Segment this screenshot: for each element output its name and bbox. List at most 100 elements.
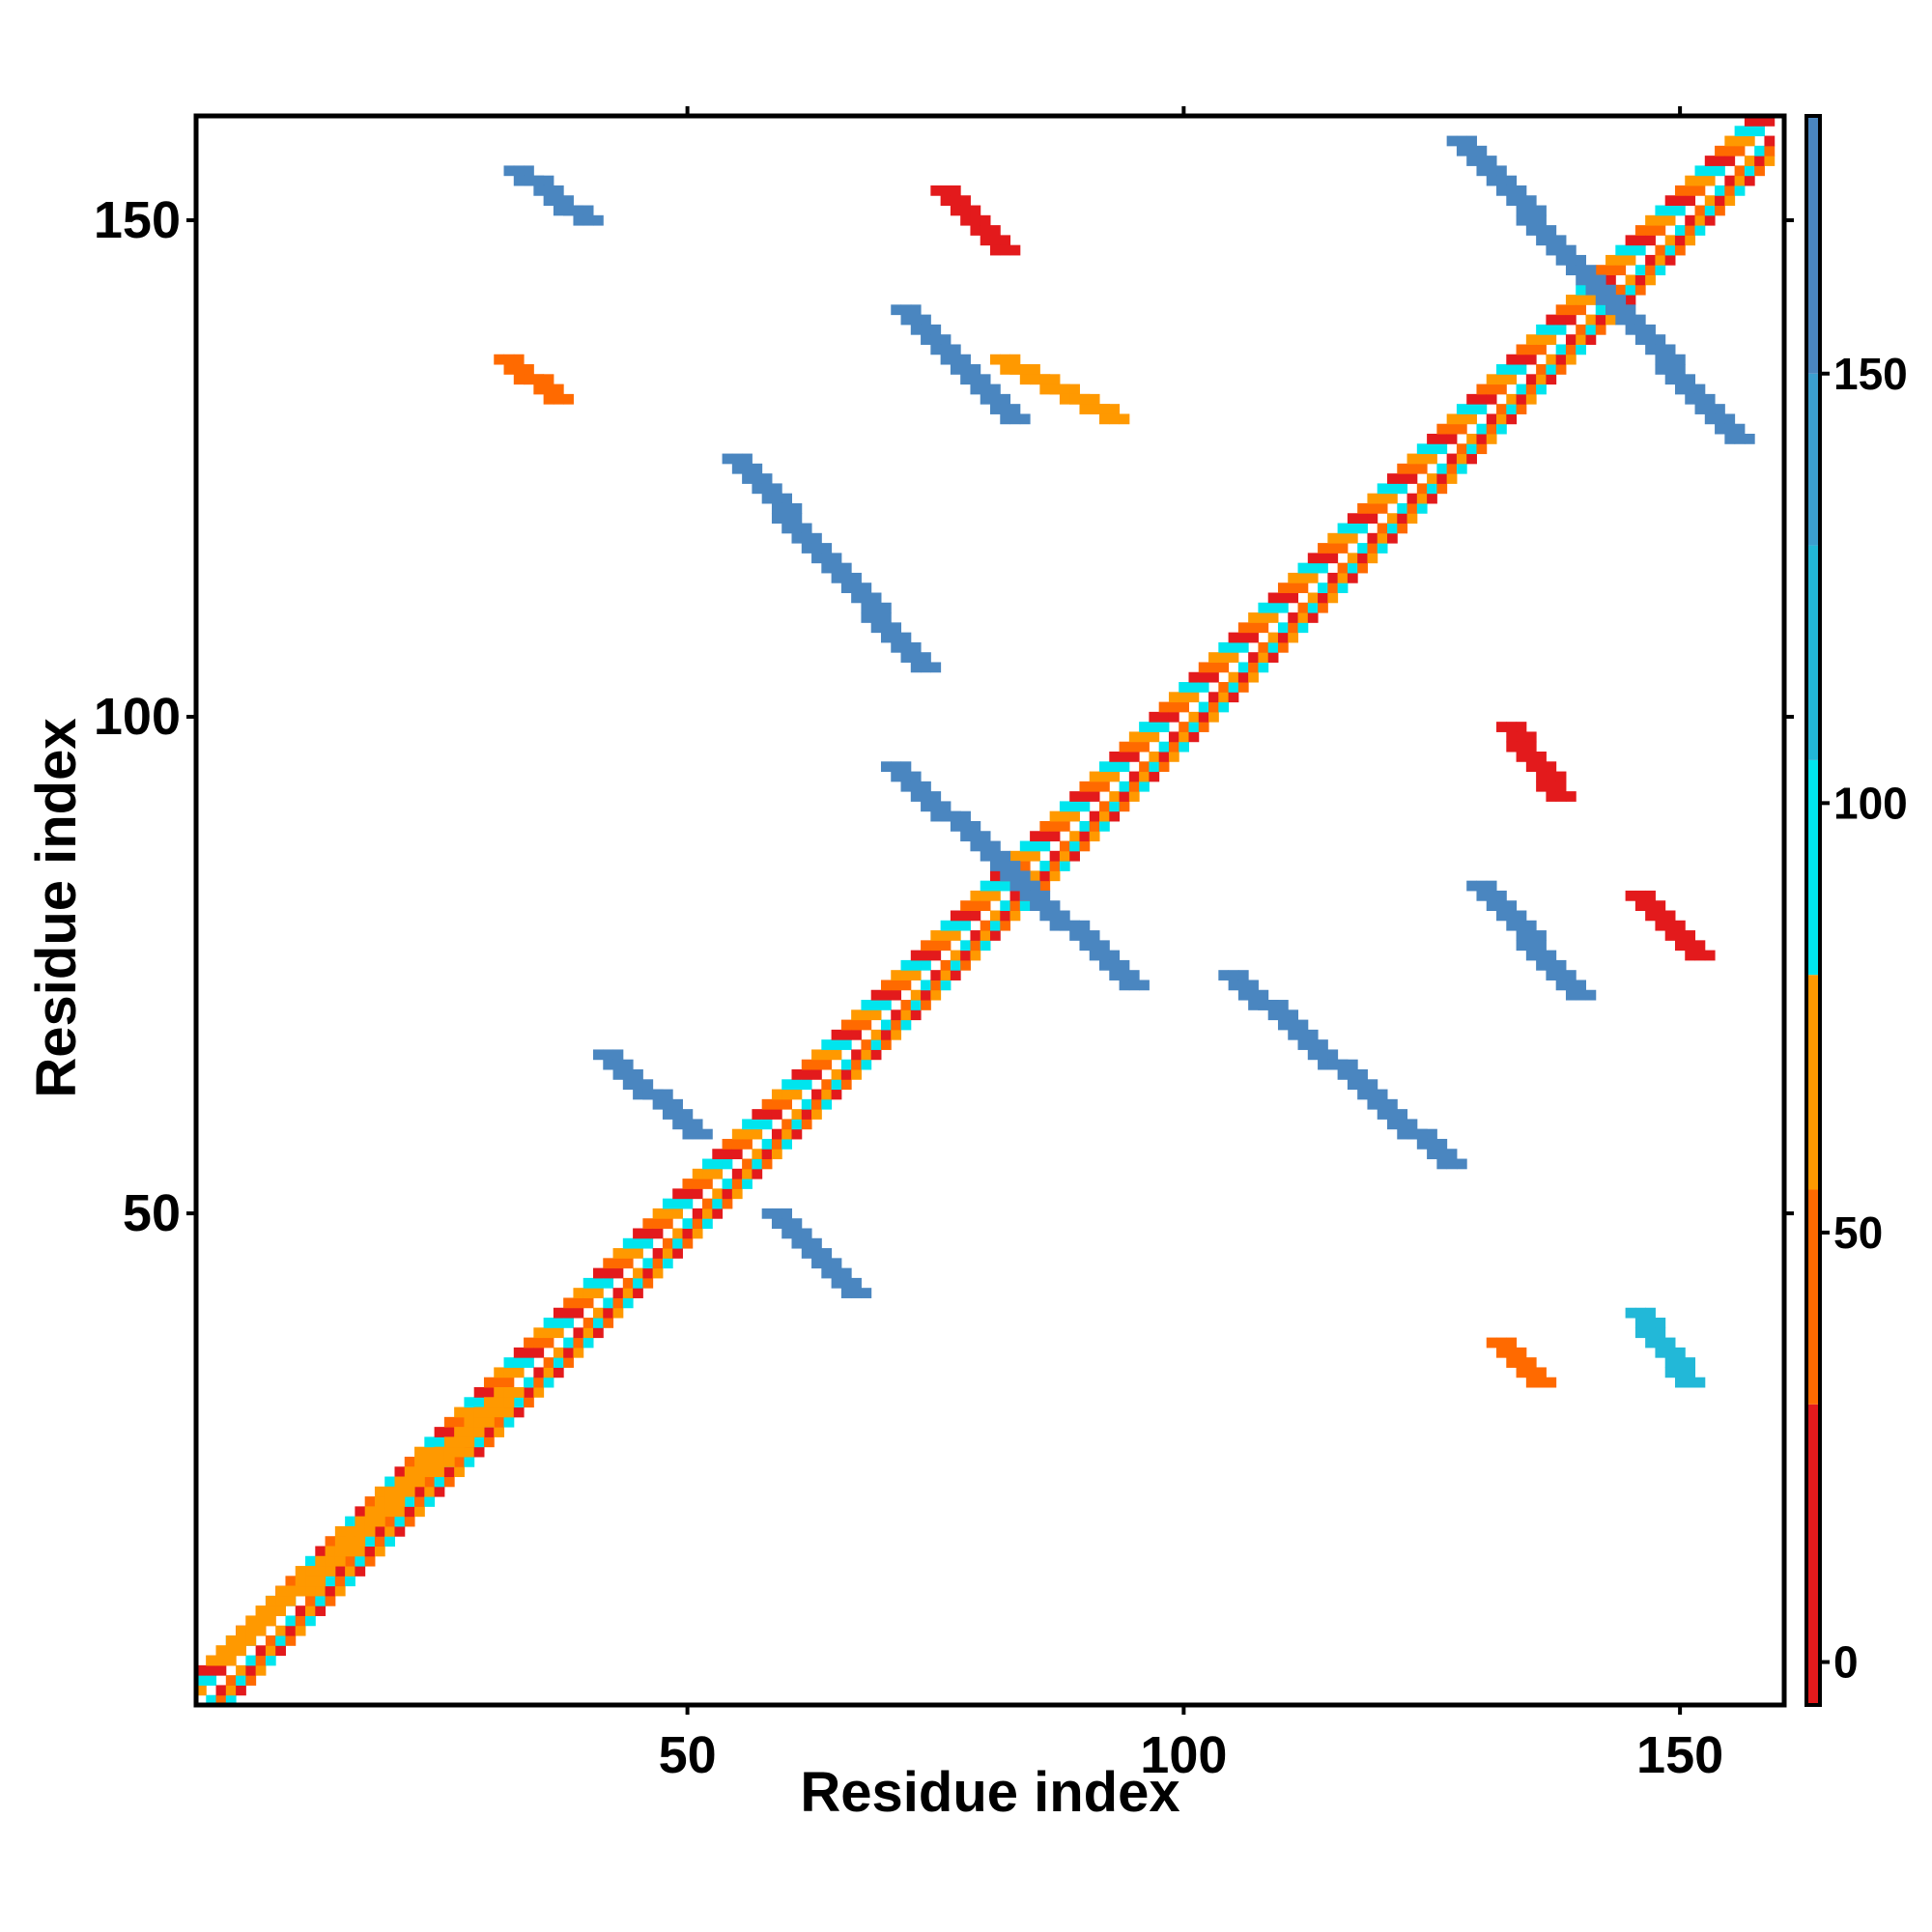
- heatmap-cell: [424, 1436, 436, 1448]
- heatmap-cell: [1228, 682, 1239, 693]
- heatmap-cell: [870, 612, 882, 623]
- heatmap-cell: [1476, 890, 1488, 901]
- heatmap-cell: [811, 532, 822, 544]
- heatmap-cell: [1585, 265, 1597, 275]
- heatmap-cell: [781, 493, 792, 504]
- heatmap-cell: [752, 463, 763, 474]
- heatmap-cell: [374, 1486, 385, 1497]
- heatmap-cell: [1119, 741, 1130, 753]
- heatmap-cell: [950, 959, 961, 971]
- heatmap-cell: [1664, 364, 1676, 375]
- heatmap-cell: [1059, 384, 1070, 395]
- heatmap-cell: [781, 523, 792, 534]
- colorbar-bin: [1806, 975, 1820, 1190]
- heatmap-cell: [930, 970, 942, 980]
- heatmap-cell: [682, 1109, 694, 1120]
- heatmap-cell: [851, 1059, 862, 1070]
- heatmap-cell: [1377, 502, 1388, 514]
- heatmap-cell: [891, 1029, 902, 1040]
- heatmap-cell: [652, 1098, 664, 1110]
- heatmap-cell: [1158, 741, 1170, 753]
- heatmap-cell: [930, 344, 942, 355]
- heatmap-cell: [603, 1277, 614, 1289]
- heatmap-cell: [752, 1109, 763, 1120]
- heatmap-cell: [612, 1297, 624, 1309]
- colorbar-bin: [1806, 545, 1820, 760]
- heatmap-cell: [1307, 612, 1319, 623]
- heatmap-cell: [900, 632, 912, 643]
- heatmap-cell: [1674, 1367, 1686, 1378]
- heatmap-cell: [454, 1436, 465, 1448]
- heatmap-cell: [563, 195, 574, 207]
- heatmap-cell: [1168, 692, 1179, 703]
- heatmap-cell: [483, 1377, 495, 1388]
- heatmap-cell: [1694, 175, 1706, 186]
- heatmap-cell: [603, 1059, 614, 1070]
- heatmap-cell: [1546, 374, 1557, 385]
- heatmap-cell: [742, 1179, 753, 1189]
- heatmap-cell: [1009, 861, 1021, 871]
- heatmap-cell: [781, 1208, 792, 1219]
- heatmap-cell: [672, 1237, 683, 1249]
- heatmap-cell: [1009, 354, 1021, 365]
- heatmap-cell: [1030, 870, 1040, 882]
- heatmap-cell: [870, 989, 882, 1001]
- heatmap-cell: [1089, 404, 1100, 414]
- heatmap-cell: [861, 1288, 872, 1298]
- heatmap-cell: [742, 1119, 753, 1130]
- heatmap-cell: [1427, 1128, 1437, 1140]
- heatmap-cell: [1218, 652, 1230, 663]
- heatmap-cell: [1525, 195, 1537, 207]
- heatmap-cell: [255, 1605, 267, 1616]
- heatmap-cell: [305, 1566, 316, 1577]
- heatmap-cell: [761, 1098, 773, 1110]
- heatmap-cell: [900, 959, 912, 971]
- heatmap-cell: [940, 980, 952, 991]
- heatmap-cell: [563, 1318, 574, 1328]
- heatmap-cell: [1664, 254, 1676, 266]
- heatmap-cell: [1645, 344, 1656, 355]
- heatmap-cell: [811, 1109, 822, 1120]
- heatmap-cell: [334, 1555, 346, 1567]
- heatmap-cell: [900, 781, 912, 792]
- heatmap-cell: [1367, 1079, 1378, 1091]
- heatmap-cell: [1099, 781, 1110, 792]
- heatmap-cell: [1030, 831, 1040, 842]
- heatmap-cell: [1605, 304, 1616, 316]
- heatmap-cell: [910, 791, 922, 802]
- heatmap-cell: [761, 493, 773, 504]
- heatmap-cell: [831, 1039, 842, 1050]
- heatmap-cell: [404, 1506, 415, 1518]
- heatmap-cell: [225, 1635, 237, 1646]
- heatmap-cell: [1516, 393, 1527, 405]
- heatmap-cell: [1128, 741, 1140, 753]
- heatmap-cell: [414, 1446, 425, 1458]
- heatmap-cell: [1724, 195, 1736, 207]
- heatmap-cell: [553, 205, 564, 216]
- heatmap-cell: [1030, 890, 1040, 901]
- heatmap-cell: [1288, 622, 1299, 634]
- heatmap-cell: [801, 1069, 812, 1080]
- heatmap-cell: [930, 950, 942, 961]
- heatmap-cell: [791, 1128, 803, 1140]
- heatmap-cell: [1307, 1049, 1319, 1061]
- heatmap-cell: [1496, 185, 1507, 196]
- heatmap-cell: [1337, 1069, 1349, 1080]
- heatmap-cell: [672, 1208, 683, 1219]
- heatmap-cell: [1744, 135, 1755, 147]
- heatmap-cell: [573, 1307, 584, 1319]
- heatmap-cell: [950, 344, 961, 355]
- heatmap-cell: [1506, 900, 1518, 911]
- heatmap-cell: [1585, 324, 1597, 335]
- heatmap-cell: [880, 1039, 892, 1050]
- heatmap-cell: [910, 771, 922, 782]
- heatmap-cell: [1109, 761, 1121, 773]
- heatmap-cell: [742, 1138, 753, 1150]
- heatmap-cell: [1079, 820, 1091, 832]
- heatmap-cell: [1674, 364, 1686, 375]
- heatmap-cell: [1258, 641, 1269, 653]
- heatmap-cell: [781, 1098, 792, 1110]
- heatmap-cell: [1347, 572, 1358, 583]
- heatmap-cell: [612, 1248, 624, 1259]
- heatmap-cell: [980, 374, 991, 385]
